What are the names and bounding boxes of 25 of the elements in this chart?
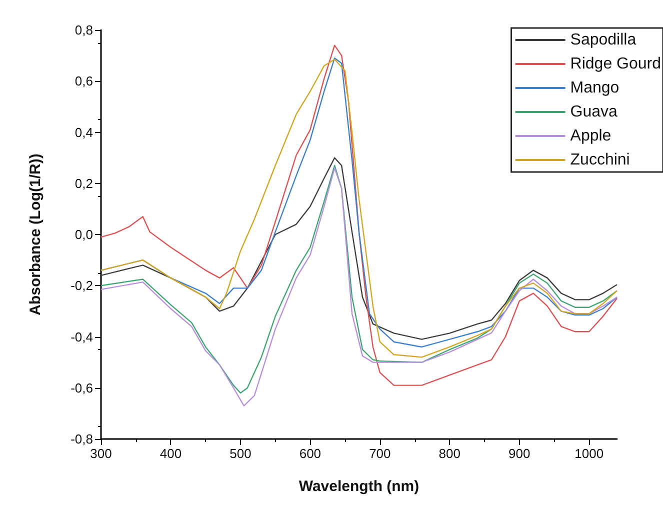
x-tick-label: 300 [90,446,112,461]
y-tick-label: -0,4 [70,329,93,344]
x-tick-label: 700 [369,446,391,461]
legend-label: Zucchini [570,152,630,168]
legend-label: Mango [570,80,620,96]
x-tick-label: 900 [508,446,530,461]
y-tick-label: 0,6 [74,74,93,89]
y-tick-label: -0,2 [70,278,93,294]
x-tick-label: 800 [438,446,460,461]
legend-label: Guava [570,104,618,120]
x-tick-label: 500 [230,446,252,461]
legend-label: Sapodilla [570,32,636,48]
y-tick-label: -0,6 [70,380,93,396]
legend-label: Ridge Gourd [570,56,661,72]
x-tick-label: 600 [299,446,322,461]
x-axis-title: Wavelength (nm) [298,478,420,495]
y-tick-label: -0,8 [70,432,93,446]
y-tick-label: 0,0 [74,227,93,242]
x-tick-label: 400 [160,446,182,461]
y-axis-title: Absorbance (Log(1/R)) [27,154,44,316]
y-tick-label: 0,8 [74,22,93,38]
legend-label: Apple [570,128,612,144]
y-tick-label: 0,2 [74,176,93,191]
y-tick-label: 0,4 [74,124,93,140]
x-tick-label: 1000 [574,446,604,461]
